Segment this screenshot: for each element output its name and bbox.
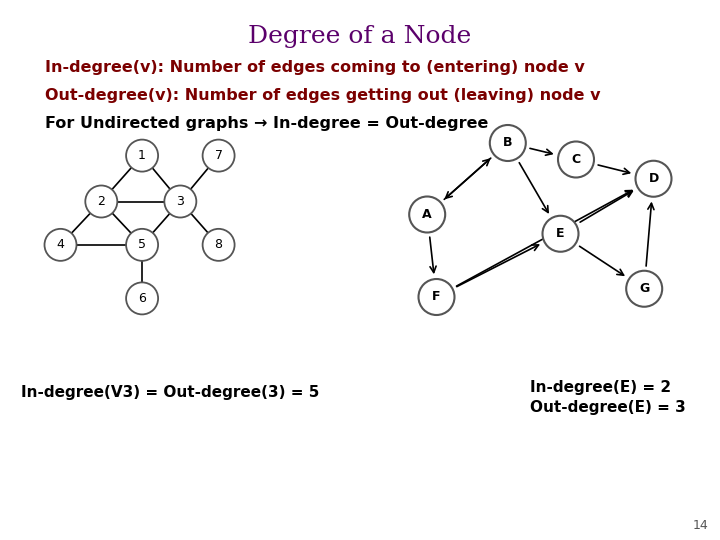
Circle shape (126, 282, 158, 314)
Text: F: F (432, 291, 441, 303)
Circle shape (126, 229, 158, 261)
Text: 1: 1 (138, 149, 146, 162)
Text: 7: 7 (215, 149, 222, 162)
Text: A: A (423, 208, 432, 221)
Circle shape (490, 125, 526, 161)
Text: Degree of a Node: Degree of a Node (248, 25, 472, 48)
Text: E: E (557, 227, 564, 240)
Text: In-degree(V3) = Out-degree(3) = 5: In-degree(V3) = Out-degree(3) = 5 (21, 385, 319, 400)
Circle shape (202, 229, 235, 261)
Circle shape (164, 186, 197, 218)
Text: Out-degree(v): Number of edges getting out (leaving) node v: Out-degree(v): Number of edges getting o… (45, 88, 600, 103)
Circle shape (542, 216, 578, 252)
Circle shape (626, 271, 662, 307)
Text: For Undirected graphs → In-degree = Out-degree: For Undirected graphs → In-degree = Out-… (45, 116, 488, 131)
Text: 2: 2 (97, 195, 105, 208)
Circle shape (418, 279, 454, 315)
Circle shape (558, 141, 594, 178)
Circle shape (45, 229, 76, 261)
Circle shape (202, 140, 235, 172)
Text: In-degree(E) = 2: In-degree(E) = 2 (530, 380, 671, 395)
Text: D: D (649, 172, 659, 185)
Text: G: G (639, 282, 649, 295)
Text: 4: 4 (57, 238, 64, 251)
Text: B: B (503, 137, 513, 150)
Text: C: C (572, 153, 580, 166)
Text: 5: 5 (138, 238, 146, 251)
Circle shape (85, 186, 117, 218)
Text: 3: 3 (176, 195, 184, 208)
Circle shape (409, 197, 445, 233)
Text: 14: 14 (692, 519, 708, 532)
Text: In-degree(v): Number of edges coming to (entering) node v: In-degree(v): Number of edges coming to … (45, 60, 585, 75)
Text: 8: 8 (215, 238, 222, 251)
Circle shape (126, 140, 158, 172)
Text: Out-degree(E) = 3: Out-degree(E) = 3 (530, 400, 685, 415)
Text: 6: 6 (138, 292, 146, 305)
Circle shape (636, 161, 672, 197)
